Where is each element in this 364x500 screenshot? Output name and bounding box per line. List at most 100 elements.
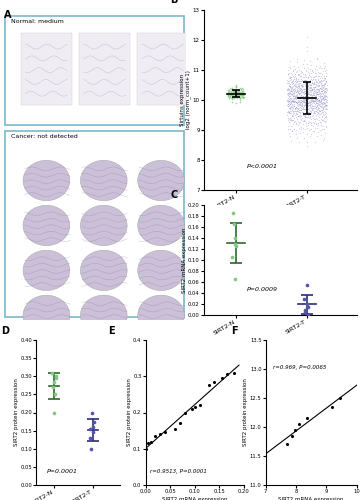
Point xyxy=(308,96,314,104)
Point xyxy=(87,425,93,433)
Point xyxy=(313,86,319,94)
Point xyxy=(294,134,300,141)
Point xyxy=(293,74,299,82)
Point xyxy=(235,92,241,100)
Point xyxy=(157,430,163,438)
Point xyxy=(304,108,309,116)
Point xyxy=(236,86,242,94)
Point xyxy=(294,110,300,118)
Point xyxy=(292,107,298,115)
Point xyxy=(310,79,316,87)
Point xyxy=(304,32,310,40)
Point xyxy=(303,112,309,120)
Point xyxy=(233,82,239,90)
Point xyxy=(306,97,312,105)
Point xyxy=(319,101,325,109)
Point xyxy=(301,96,307,104)
Point xyxy=(322,76,328,84)
Point xyxy=(311,90,317,98)
Point xyxy=(233,82,239,90)
Point xyxy=(296,112,302,120)
Point xyxy=(293,88,298,96)
Point xyxy=(314,81,320,89)
Point xyxy=(302,95,308,103)
Point xyxy=(311,102,317,110)
Point xyxy=(287,94,293,102)
Point xyxy=(232,90,238,98)
Point xyxy=(285,102,291,110)
Point xyxy=(300,82,305,90)
Point xyxy=(286,96,292,104)
Point xyxy=(322,118,328,126)
Point xyxy=(290,96,296,104)
Point xyxy=(314,102,320,110)
Point xyxy=(295,105,301,113)
Point xyxy=(296,85,302,93)
Point xyxy=(285,96,291,104)
Point xyxy=(189,405,195,413)
Point xyxy=(307,81,313,89)
Point xyxy=(286,89,292,97)
Point xyxy=(305,95,310,103)
Point xyxy=(297,100,302,108)
Point xyxy=(300,128,306,136)
Point xyxy=(314,81,320,89)
Point xyxy=(230,86,236,94)
Point xyxy=(225,86,231,94)
Point xyxy=(313,72,319,80)
Point xyxy=(288,90,294,98)
Text: Cancer: not detected: Cancer: not detected xyxy=(11,134,78,139)
Point xyxy=(300,88,306,96)
Point xyxy=(232,94,237,102)
Point xyxy=(233,83,239,91)
Point xyxy=(321,111,327,119)
Point xyxy=(294,76,300,84)
Point xyxy=(297,108,303,116)
Point xyxy=(300,74,305,82)
Point xyxy=(298,92,304,100)
Point xyxy=(285,70,291,78)
Point xyxy=(318,90,324,98)
Point xyxy=(289,86,294,94)
Point xyxy=(307,98,313,106)
Point xyxy=(290,82,296,90)
Point xyxy=(298,92,304,100)
Point xyxy=(304,94,310,102)
Point xyxy=(296,90,302,98)
Point xyxy=(312,98,318,106)
Point xyxy=(304,113,310,121)
Point xyxy=(301,78,307,86)
Point xyxy=(309,85,315,93)
Point xyxy=(311,127,317,135)
Point xyxy=(227,90,233,98)
Point xyxy=(301,90,307,98)
Point xyxy=(288,96,293,104)
Point xyxy=(303,122,309,130)
Point xyxy=(285,100,290,108)
Point xyxy=(291,62,297,70)
Point xyxy=(288,132,293,140)
Point xyxy=(287,90,293,98)
Point xyxy=(284,100,290,108)
Point xyxy=(232,234,238,242)
Point xyxy=(308,130,313,138)
Point xyxy=(290,94,296,102)
Point xyxy=(304,79,309,87)
Point xyxy=(310,94,316,102)
Point xyxy=(309,98,314,106)
Point xyxy=(237,98,243,106)
Point xyxy=(320,67,326,75)
Point xyxy=(317,84,323,92)
Point xyxy=(305,72,310,80)
Point xyxy=(287,108,293,116)
Point xyxy=(316,90,321,98)
Point xyxy=(318,130,324,138)
Point xyxy=(229,92,234,100)
Point xyxy=(227,92,233,100)
Point xyxy=(305,64,311,72)
Point xyxy=(299,106,305,114)
Point xyxy=(305,102,311,110)
Point xyxy=(309,79,315,87)
Point xyxy=(292,426,297,434)
Point xyxy=(297,96,302,104)
